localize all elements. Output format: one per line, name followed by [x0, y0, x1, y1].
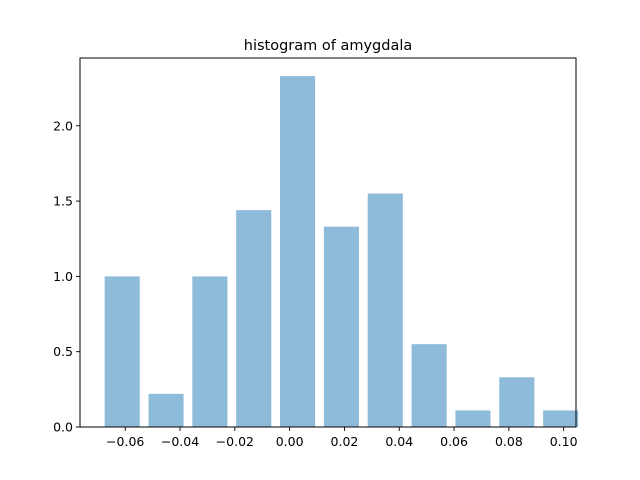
y-tick-label: 1.0	[53, 269, 73, 284]
histogram-bar	[236, 210, 272, 427]
x-tick-label: 0.00	[276, 434, 304, 449]
x-axis-ticks: −0.06 −0.04 −0.02 0.00 0.02 0.04 0.06 0.08 0.10	[106, 427, 578, 449]
histogram-bar	[280, 76, 316, 427]
x-tick-label: −0.04	[161, 434, 199, 449]
plot-frame	[79, 57, 577, 428]
histogram-bar	[543, 410, 579, 427]
histogram-bar	[148, 393, 184, 427]
histogram-bar	[455, 410, 491, 427]
y-tick-label: 0.5	[53, 344, 73, 359]
histogram-bar	[323, 226, 359, 427]
histogram-bar	[104, 276, 140, 427]
x-tick-label: −0.02	[216, 434, 254, 449]
x-tick-label: 0.08	[495, 434, 523, 449]
histogram-bar	[367, 193, 403, 427]
histogram-bar	[499, 377, 535, 427]
y-tick-label: 1.5	[53, 194, 73, 209]
x-tick-label: 0.02	[331, 434, 359, 449]
x-tick-label: 0.10	[550, 434, 578, 449]
histogram-bar	[411, 344, 447, 427]
bars-group	[104, 76, 579, 427]
x-tick-label: 0.06	[440, 434, 468, 449]
x-tick-label: −0.06	[106, 434, 144, 449]
chart-title: histogram of amygdala	[244, 38, 413, 54]
y-tick-label: 0.0	[53, 420, 73, 435]
y-axis-ticks: 0.0 0.5 1.0 1.5 2.0	[53, 118, 80, 435]
y-tick-label: 2.0	[53, 118, 73, 133]
x-tick-label: 0.04	[385, 434, 413, 449]
histogram-bar	[192, 276, 228, 427]
